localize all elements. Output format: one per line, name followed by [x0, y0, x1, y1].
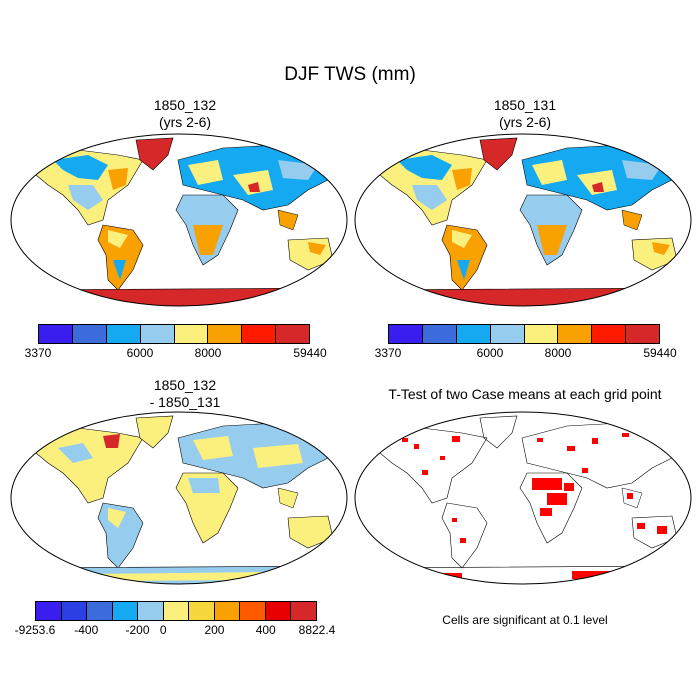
panel-1-title-line2: (yrs 2-6) [158, 114, 212, 130]
colorbar-panel-2 [388, 324, 660, 344]
colorbar-tick-label: 6000 [126, 346, 154, 360]
colorbar-tick-label: 59440 [643, 346, 677, 360]
colorbar-tick-label: -9253.6 [14, 623, 56, 637]
colorbar-swatch [214, 602, 241, 620]
figure-title: DJF TWS (mm) [284, 64, 416, 85]
ttest-significance-note: Cells are significant at 0.1 level [442, 613, 608, 627]
colorbar-tick-label: 59440 [293, 346, 327, 360]
colorbar-swatch [240, 602, 266, 620]
colorbar-swatch [112, 602, 139, 620]
panel-2-title-line1: 1850_131 [493, 97, 557, 113]
colorbar-swatch [276, 325, 309, 343]
panel-2-title: 1850_131 (yrs 2-6) [355, 97, 695, 131]
map-panel-difference [10, 411, 348, 585]
colorbar-tick-label: 8822.4 [298, 623, 336, 637]
colorbar-swatch [61, 602, 88, 620]
colorbar-swatch [106, 325, 141, 343]
colorbar-tick-label: 400 [255, 623, 276, 637]
colorbar-swatch [558, 325, 593, 343]
colorbar-swatch [242, 325, 277, 343]
colorbar-difference [35, 601, 317, 621]
map-panel-1850-132 [10, 133, 348, 307]
colorbar-swatch [138, 602, 164, 620]
panel-1-title-line1: 1850_132 [153, 97, 217, 113]
colorbar-swatch [208, 325, 243, 343]
colorbar-swatch [524, 325, 559, 343]
panel-2-title-line2: (yrs 2-6) [498, 114, 552, 130]
colorbar-swatch [174, 325, 209, 343]
colorbar-swatch [163, 602, 190, 620]
colorbar-tick-label: 6000 [476, 346, 504, 360]
colorbar-swatch [626, 325, 659, 343]
colorbar-swatch [189, 602, 215, 620]
colorbar-tick-label: 8000 [544, 346, 572, 360]
colorbar-tick-label: 0 [159, 623, 167, 637]
panel-3-title-line2: - 1850_131 [149, 394, 221, 410]
colorbar-panel-1 [38, 324, 310, 344]
panel-4-title: T-Test of two Case means at each grid po… [355, 386, 695, 403]
panel-1-title: 1850_132 (yrs 2-6) [20, 97, 350, 131]
colorbar-swatch [140, 325, 175, 343]
colorbar-tick-label: 3370 [374, 346, 402, 360]
colorbar-tick-label: 200 [204, 623, 225, 637]
colorbar-swatch [490, 325, 525, 343]
colorbar-swatch [72, 325, 107, 343]
map-panel-1850-131 [354, 133, 692, 307]
colorbar-swatch [39, 325, 73, 343]
colorbar-swatch [291, 602, 317, 620]
colorbar-swatch [592, 325, 627, 343]
colorbar-tick-label: 8000 [194, 346, 222, 360]
colorbar-tick-label: -400 [74, 623, 99, 637]
panel-4-title-line1: T-Test of two Case means at each grid po… [388, 386, 662, 402]
colorbar-swatch [36, 602, 62, 620]
colorbar-tick-label: 3370 [24, 346, 52, 360]
colorbar-swatch [422, 325, 457, 343]
map-panel-ttest [354, 411, 692, 585]
colorbar-tick-label: -200 [125, 623, 150, 637]
panel-3-title: 1850_132 - 1850_131 [20, 377, 350, 411]
colorbar-swatch [87, 602, 113, 620]
colorbar-swatch [265, 602, 292, 620]
colorbar-swatch [456, 325, 491, 343]
panel-3-title-line1: 1850_132 [153, 377, 217, 393]
colorbar-swatch [389, 325, 423, 343]
